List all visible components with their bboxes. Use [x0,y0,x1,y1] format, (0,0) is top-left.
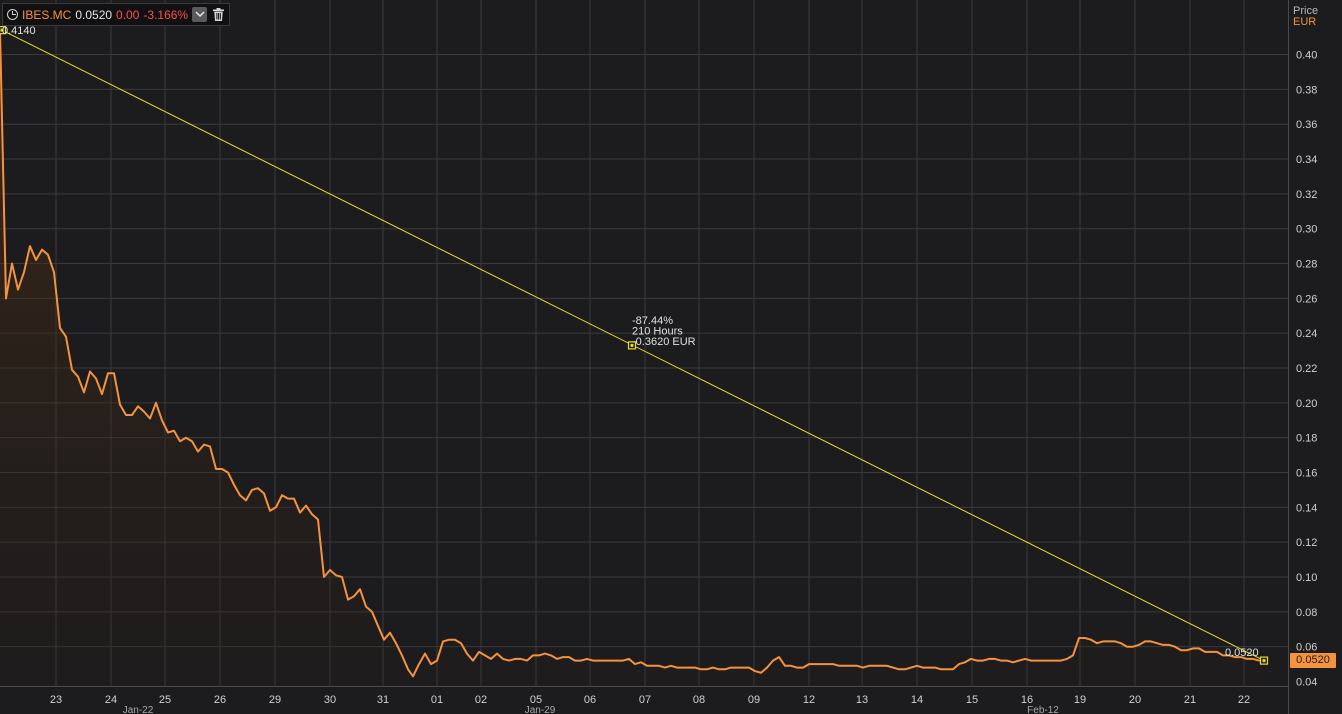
series-line [0,30,1264,678]
instrument-toolbar: IBES.MC 0.0520 0.00 -3.166% [2,3,231,26]
trendline-end-label: 0.0520 [1225,647,1259,659]
trendline-stat-label: 210 Hours [632,326,683,338]
x-tick-label: 26 [214,694,226,706]
symbol-label[interactable]: IBES.MC [22,7,72,22]
x-tick-label: 31 [377,694,389,706]
x-tick-label: 23 [50,694,62,706]
y-tick-label: 0.08 [1296,607,1317,619]
x-tick-label: 09 [748,694,760,706]
y-tick-label: 0.20 [1296,398,1317,410]
last-price: 0.0520 [75,7,113,22]
y-tick-label: 0.04 [1296,677,1317,689]
y-tick-label: 0.26 [1296,293,1317,305]
x-tick-label: 19 [1074,694,1086,706]
trendline-stat-label: -0.3620 EUR [632,336,696,348]
clock-icon[interactable] [7,9,18,20]
x-tick-label: 30 [324,694,336,706]
trendline-start-handle-dot [0,28,4,32]
currency-label: EUR [1293,16,1317,28]
x-tick-label: 15 [966,694,978,706]
x-tick-label: 22 [1238,694,1250,706]
x-tick-label: 08 [693,694,705,706]
y-tick-label: 0.06 [1296,642,1317,654]
series-area [0,30,1264,687]
trendline-end-handle-dot [1262,659,1266,663]
x-tick-label: 07 [639,694,651,706]
last-price-tag: 0.0520 [1290,653,1336,668]
x-tick-label: 25 [159,694,171,706]
x-tick-label: 24 [105,694,117,706]
period-label: Jan-22 [123,705,154,714]
y-tick-label: 0.18 [1296,433,1317,445]
chevron-down-icon[interactable] [192,7,208,22]
x-tick-label: 21 [1184,694,1196,706]
trendline-start-label: 0.4140 [2,25,36,37]
x-tick-label: 02 [475,694,487,706]
x-tick-label: 29 [269,694,281,706]
y-tick-label: 0.12 [1296,537,1317,549]
x-tick-label: 06 [584,694,596,706]
trendline-stat-label: -87.44% [632,315,673,327]
y-tick-label: 0.32 [1296,189,1317,201]
y-tick-label: 0.22 [1296,363,1317,375]
y-tick-label: 0.34 [1296,154,1317,166]
y-tick-label: 0.28 [1296,259,1317,271]
series-area-fill [0,30,1264,687]
y-tick-label: 0.10 [1296,572,1317,584]
period-label: Feb-12 [1027,705,1059,714]
trendline[interactable]: 0.4140 0.0520 -87.44%210 Hours-0.3620 EUR [0,25,1269,665]
y-tick-label: 0.14 [1296,502,1317,514]
x-tick-label: 16 [1021,694,1033,706]
trendline-mid-handle-dot [630,343,634,347]
series-line-path [0,30,1264,678]
y-tick-label: 0.36 [1296,119,1317,131]
price-axis-title: Price [1293,5,1319,17]
x-tick-label: 14 [911,694,923,706]
y-tick-label: 0.24 [1296,328,1317,340]
percent-change: -3.166% [143,7,189,22]
net-change: 0.00 [116,7,140,22]
x-tick-label: 01 [431,694,443,706]
x-tick-label: 20 [1129,694,1141,706]
y-tick-label: 0.30 [1296,224,1317,236]
y-tick-label: 0.38 [1296,84,1317,96]
x-tick-label: 05 [530,694,542,706]
y-tick-label: 0.40 [1296,50,1317,62]
x-tick-label: 13 [856,694,868,706]
x-tick-label: 12 [803,694,815,706]
period-label: Jan-29 [525,705,556,714]
price-axis[interactable]: 0.04 0.06 0.08 0.10 0.12 0.14 0.16 0.18 0.20 0.22… [1296,50,1317,689]
trash-icon[interactable] [211,7,225,22]
y-tick-label: 0.16 [1296,468,1317,480]
time-axis[interactable]: 23 24 25 26 29 30 31 01 02 05 06 07 08 09 12 13 14 15 16 19… [50,694,1250,714]
